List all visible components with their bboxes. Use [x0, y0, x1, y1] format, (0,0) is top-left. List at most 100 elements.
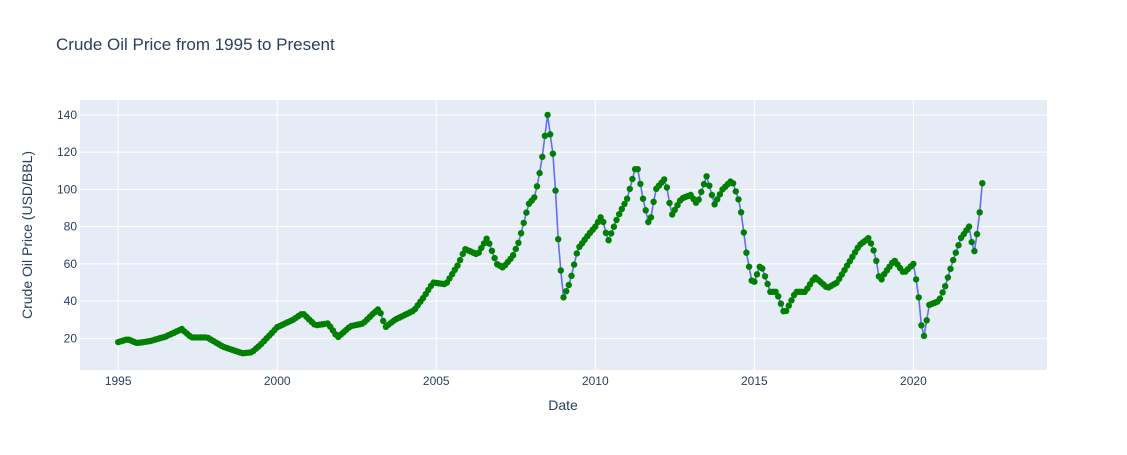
price-point[interactable] — [714, 196, 721, 203]
price-point[interactable] — [459, 250, 466, 258]
price-point[interactable] — [973, 230, 981, 238]
price-point[interactable] — [547, 131, 554, 138]
price-point[interactable] — [729, 180, 737, 187]
price-point[interactable] — [515, 239, 522, 246]
price-point[interactable] — [700, 180, 708, 188]
price-point[interactable] — [597, 214, 604, 221]
price-point[interactable] — [557, 267, 564, 274]
price-point[interactable] — [965, 223, 973, 230]
price-point[interactable] — [594, 218, 602, 226]
price-point[interactable] — [735, 196, 742, 203]
price-point[interactable] — [456, 256, 464, 264]
price-point[interactable] — [549, 150, 557, 157]
price-point[interactable] — [613, 216, 620, 224]
price-point[interactable] — [745, 263, 753, 270]
price-point[interactable] — [608, 230, 615, 237]
price-point[interactable] — [560, 294, 567, 301]
price-point[interactable] — [552, 187, 559, 194]
price-point[interactable] — [737, 209, 745, 216]
price-point[interactable] — [639, 195, 647, 202]
price-point[interactable] — [947, 265, 954, 272]
price-point[interactable] — [600, 218, 607, 226]
price-point[interactable] — [939, 289, 946, 296]
price-point[interactable] — [483, 235, 490, 242]
price-point[interactable] — [942, 283, 949, 290]
price-point[interactable] — [777, 300, 785, 307]
price-point[interactable] — [663, 184, 671, 191]
price-point[interactable] — [740, 229, 747, 236]
price-point[interactable] — [544, 111, 551, 119]
price-point[interactable] — [743, 249, 750, 256]
price-point[interactable] — [764, 280, 771, 288]
price-point[interactable] — [626, 185, 633, 193]
price-point[interactable] — [555, 236, 562, 243]
price-point[interactable] — [610, 223, 618, 230]
price-point[interactable] — [873, 257, 880, 264]
price-point[interactable] — [783, 307, 790, 315]
price-point[interactable] — [512, 245, 519, 253]
price-point[interactable] — [616, 211, 623, 218]
price-point[interactable] — [671, 206, 678, 214]
price-point[interactable] — [955, 242, 962, 249]
price-point[interactable] — [517, 230, 525, 237]
price-point[interactable] — [642, 207, 649, 214]
price-point[interactable] — [623, 195, 631, 202]
price-point[interactable] — [698, 188, 705, 196]
price-point[interactable] — [634, 166, 641, 173]
price-point[interactable] — [952, 249, 959, 256]
price-point[interactable] — [520, 219, 527, 227]
price-point[interactable] — [454, 262, 461, 269]
price-point[interactable] — [637, 180, 644, 188]
price-point[interactable] — [865, 235, 872, 242]
price-point[interactable] — [703, 173, 710, 180]
price-point[interactable] — [650, 198, 657, 205]
price-point[interactable] — [775, 293, 782, 300]
price-point[interactable] — [936, 295, 944, 302]
price-point[interactable] — [788, 297, 795, 304]
price-point[interactable] — [708, 191, 716, 199]
price-point[interactable] — [920, 332, 928, 340]
price-point[interactable] — [486, 240, 493, 247]
price-point[interactable] — [706, 182, 713, 189]
price-point[interactable] — [377, 310, 384, 317]
price-point[interactable] — [751, 278, 758, 285]
price-point[interactable] — [533, 183, 541, 190]
price-point[interactable] — [976, 209, 983, 216]
price-point[interactable] — [563, 288, 570, 295]
price-point[interactable] — [605, 237, 612, 244]
price-point[interactable] — [539, 153, 546, 160]
price-point[interactable] — [523, 209, 530, 216]
price-point[interactable] — [753, 271, 761, 278]
price-point[interactable] — [785, 302, 792, 309]
price-point[interactable] — [629, 175, 636, 183]
price-point[interactable] — [759, 265, 766, 272]
price-point[interactable] — [509, 252, 517, 259]
price-point[interactable] — [971, 247, 978, 255]
price-point[interactable] — [867, 240, 875, 247]
price-point[interactable] — [716, 191, 724, 198]
price-point[interactable] — [732, 188, 739, 195]
price-point[interactable] — [602, 229, 610, 236]
price-point[interactable] — [915, 294, 922, 301]
price-point[interactable] — [950, 256, 957, 264]
price-point[interactable] — [923, 317, 930, 324]
price-point[interactable] — [711, 201, 718, 208]
price-point[interactable] — [870, 247, 877, 254]
price-point[interactable] — [480, 240, 488, 247]
price-point[interactable] — [944, 274, 952, 281]
price-point[interactable] — [761, 273, 769, 280]
price-point[interactable] — [647, 214, 655, 221]
price-point[interactable] — [666, 199, 673, 207]
price-point[interactable] — [531, 194, 538, 201]
price-point[interactable] — [491, 254, 498, 262]
price-point[interactable] — [878, 276, 885, 283]
price-point[interactable] — [621, 200, 628, 208]
price-point[interactable] — [488, 247, 496, 254]
price-point[interactable] — [380, 317, 387, 325]
price-point[interactable] — [568, 272, 575, 279]
price-point[interactable] — [912, 276, 920, 283]
price-point[interactable] — [661, 176, 668, 183]
price-point[interactable] — [565, 281, 572, 289]
price-point[interactable] — [695, 196, 702, 203]
price-point[interactable] — [918, 322, 925, 329]
